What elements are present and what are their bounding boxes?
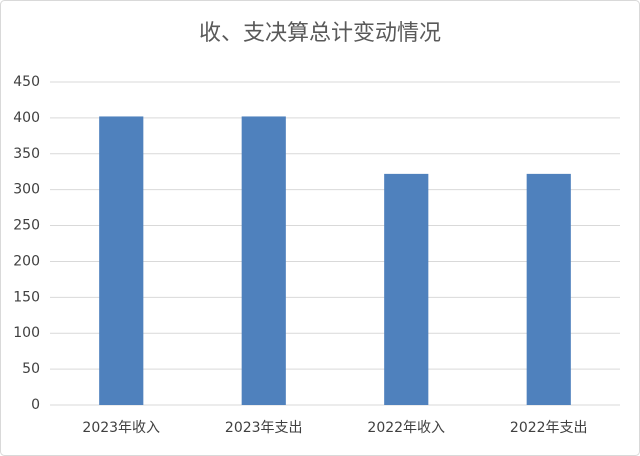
chart-title: 收、支决算总计变动情况: [199, 21, 441, 46]
y-tick-label: 450: [13, 74, 40, 90]
x-tick-label: 2023年收入: [82, 420, 160, 436]
y-tick-label: 100: [13, 325, 40, 341]
bar: [241, 116, 286, 405]
y-tick-label: 350: [13, 146, 40, 162]
y-tick-label: 300: [13, 182, 40, 198]
y-tick-label: 0: [31, 397, 40, 413]
y-tick-label: 150: [13, 289, 40, 305]
bar: [384, 173, 429, 405]
x-tick-label: 2023年支出: [225, 420, 303, 436]
y-tick-label: 250: [13, 218, 40, 234]
y-tick-label: 400: [13, 110, 40, 126]
x-tick-label: 2022年收入: [367, 420, 445, 436]
x-tick-label: 2022年支出: [510, 420, 588, 436]
bar: [99, 116, 144, 405]
y-tick-label: 200: [13, 253, 40, 269]
bar: [526, 173, 571, 405]
y-tick-label: 50: [22, 361, 40, 377]
